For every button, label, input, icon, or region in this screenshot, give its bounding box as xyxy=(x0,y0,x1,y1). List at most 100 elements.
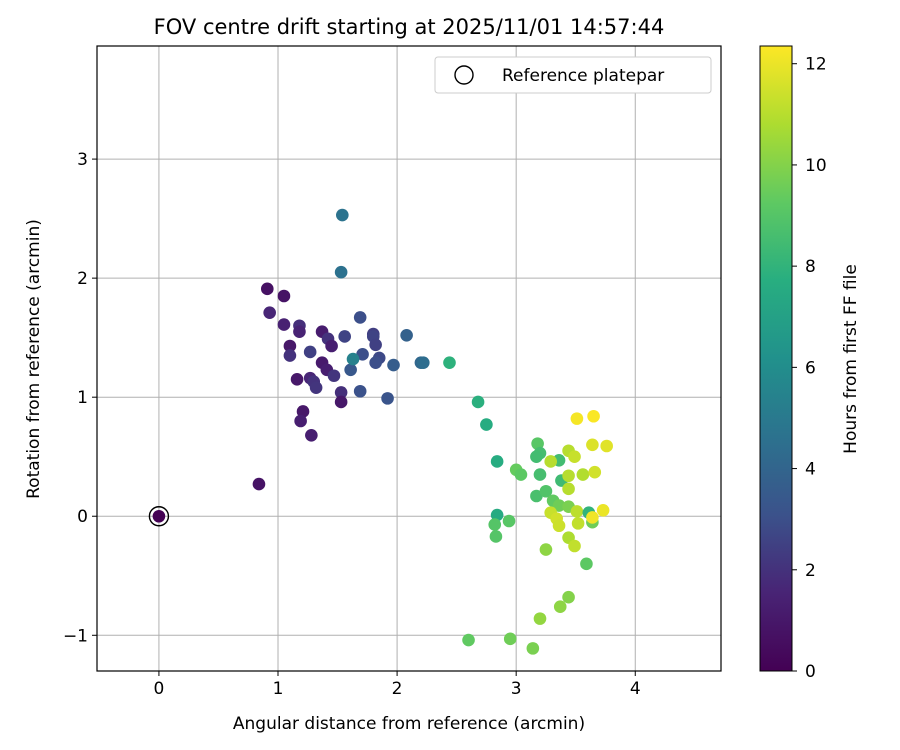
data-point xyxy=(334,395,348,409)
colorbar-tick-label: 4 xyxy=(805,460,816,480)
data-point xyxy=(471,395,485,409)
data-point xyxy=(369,356,382,369)
data-point xyxy=(580,557,593,571)
data-points xyxy=(252,208,613,655)
data-point xyxy=(586,438,599,452)
data-point xyxy=(552,519,566,533)
data-point xyxy=(586,511,599,524)
data-point xyxy=(539,484,553,498)
y-tick-label: −1 xyxy=(63,626,88,646)
data-point xyxy=(344,363,357,377)
data-point xyxy=(568,450,581,464)
data-point xyxy=(346,352,360,366)
data-point xyxy=(526,642,540,655)
data-point xyxy=(576,468,590,481)
data-point xyxy=(334,386,348,399)
data-point xyxy=(400,328,413,342)
data-point xyxy=(252,477,266,491)
x-tick-label: 4 xyxy=(630,679,641,699)
grid xyxy=(97,46,721,671)
axis-ticks: 0 1 2 3 4 −1 0 1 2 3 xyxy=(63,150,641,699)
data-point xyxy=(327,369,341,383)
data-point xyxy=(290,373,304,386)
colorbar-tick-label: 0 xyxy=(805,662,816,682)
data-point xyxy=(462,633,475,647)
colorbar: 0 2 4 6 8 10 12 Hours from first FF file xyxy=(759,45,861,682)
data-point xyxy=(277,318,291,331)
data-point xyxy=(533,612,547,625)
data-point xyxy=(533,468,547,481)
data-point xyxy=(381,392,394,405)
data-point xyxy=(530,450,543,464)
y-tick-label: 1 xyxy=(77,388,88,408)
legend: Reference platepar xyxy=(434,56,712,94)
data-point xyxy=(325,339,338,353)
data-point xyxy=(277,289,291,303)
data-point xyxy=(514,468,528,481)
colorbar-tick-label: 6 xyxy=(805,358,816,378)
x-axis-label: Angular distance from reference (arcmin) xyxy=(233,714,585,734)
data-point xyxy=(600,439,613,453)
x-tick-label: 2 xyxy=(392,679,403,699)
data-point xyxy=(562,590,575,604)
data-point xyxy=(416,356,430,369)
legend-box xyxy=(434,56,712,94)
colorbar-tick-label: 10 xyxy=(805,156,827,176)
data-point xyxy=(338,330,351,343)
data-point xyxy=(502,514,516,528)
data-point xyxy=(544,455,558,468)
data-point xyxy=(480,418,493,431)
data-point xyxy=(488,518,502,531)
data-point xyxy=(283,349,297,362)
data-point xyxy=(305,428,318,442)
reference-ring xyxy=(148,506,170,527)
reference-marker xyxy=(148,506,170,527)
plot-frame xyxy=(96,45,722,672)
data-point xyxy=(353,311,367,324)
data-point xyxy=(353,384,367,398)
data-point xyxy=(303,345,317,359)
data-point xyxy=(334,265,348,279)
chart-title: FOV centre drift starting at 2025/11/01 … xyxy=(154,15,665,39)
x-tick-label: 1 xyxy=(273,679,284,699)
colorbar-tick-label: 12 xyxy=(805,55,827,75)
data-point xyxy=(489,530,503,543)
data-point xyxy=(562,482,575,496)
colorbar-tick-label: 2 xyxy=(805,561,816,581)
data-point xyxy=(263,306,276,319)
data-point xyxy=(387,358,400,372)
data-point xyxy=(539,543,553,556)
colorbar-ticks: 0 2 4 6 8 10 12 xyxy=(792,55,827,682)
data-point xyxy=(443,356,456,369)
data-point xyxy=(260,282,274,296)
x-tick-label: 3 xyxy=(511,679,522,699)
data-point xyxy=(568,539,581,553)
data-point xyxy=(552,499,566,512)
data-point xyxy=(562,469,575,483)
data-point xyxy=(336,208,349,222)
y-tick-label: 3 xyxy=(77,150,88,170)
data-point xyxy=(571,517,585,530)
data-point xyxy=(294,414,307,428)
data-point xyxy=(530,489,543,503)
data-point xyxy=(296,405,310,418)
data-point xyxy=(490,508,504,522)
data-point xyxy=(531,437,544,450)
data-point xyxy=(587,409,600,423)
data-point xyxy=(369,338,382,352)
reference-point xyxy=(152,509,166,523)
data-point xyxy=(356,348,369,361)
legend-reference-marker xyxy=(454,65,474,85)
data-point xyxy=(490,455,504,468)
y-axis-label: Rotation from reference (arcmin) xyxy=(24,219,44,499)
legend-entry-label: Reference platepar xyxy=(502,66,664,86)
data-point xyxy=(570,412,584,425)
colorbar-label: Hours from first FF file xyxy=(841,264,861,454)
data-point xyxy=(309,381,323,394)
data-point xyxy=(588,465,602,479)
data-point xyxy=(553,600,567,614)
y-tick-label: 0 xyxy=(77,507,88,527)
data-point xyxy=(570,505,584,518)
data-point xyxy=(293,325,306,339)
